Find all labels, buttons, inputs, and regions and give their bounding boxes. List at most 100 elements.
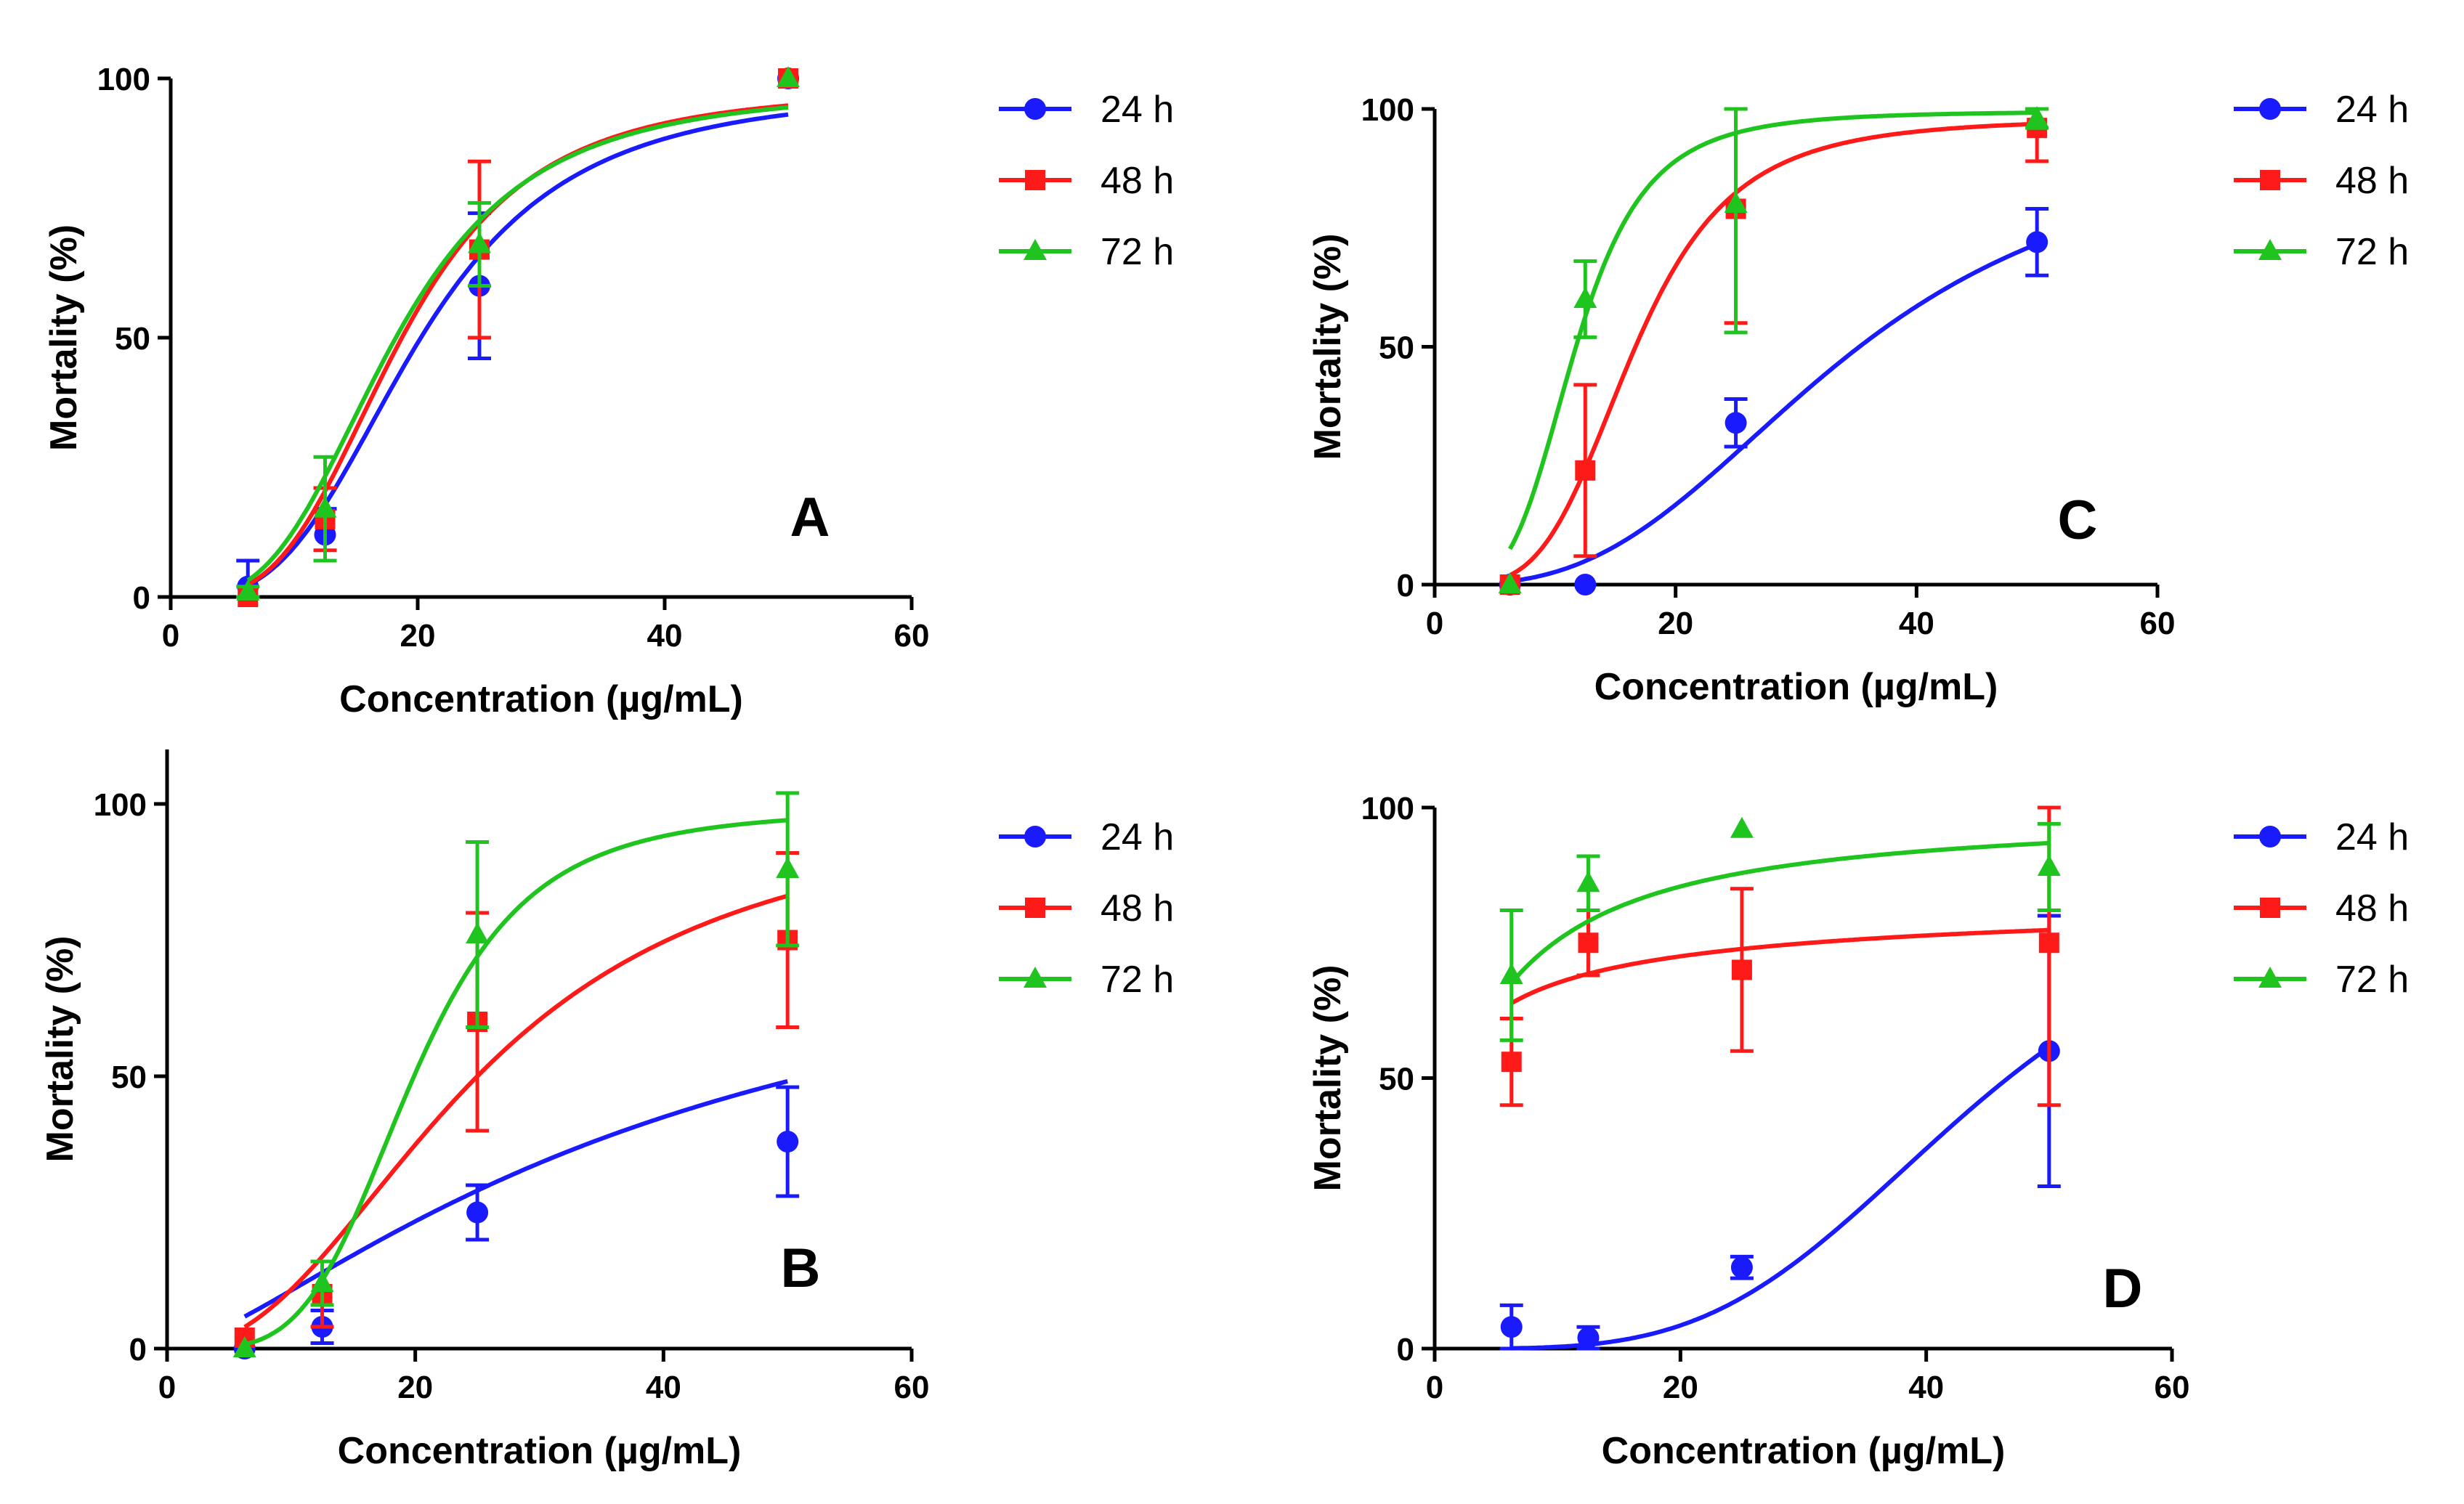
series-24-h — [233, 1078, 800, 1359]
legend-label: 72 h — [2335, 959, 2409, 1001]
fit-curve-72-h — [1509, 840, 2049, 985]
series-24-h — [1499, 914, 2061, 1351]
x-tick-label: 0 — [1426, 606, 1443, 641]
legend-marker — [1024, 239, 1047, 260]
legend: 24 h 48 h 72 h — [999, 89, 1174, 273]
legend-label: 24 h — [1101, 89, 1174, 131]
series-48-h — [1499, 107, 2049, 595]
fit-curve-72-h — [1507, 110, 2038, 550]
legend-item-48-h: 48 h — [999, 887, 1174, 930]
x-tick-label: 40 — [646, 1370, 681, 1405]
data-point — [1574, 574, 1597, 595]
panel-a: 0 20 40 60 0 50 100 Concentration (µg/mL) Mortal… — [43, 62, 1174, 720]
x-tick-label: 0 — [1426, 1370, 1443, 1405]
series-72-h — [232, 791, 800, 1357]
fit-curve-72-h — [246, 105, 789, 582]
y-tick-label: 100 — [94, 787, 147, 823]
x-axis-title: Concentration (µg/mL) — [338, 1430, 742, 1472]
data-point — [466, 922, 490, 943]
series-24-h — [1499, 207, 2049, 595]
data-point — [1575, 460, 1596, 481]
x-tick-label: 40 — [1908, 1370, 1944, 1405]
data-point — [1578, 932, 1599, 954]
legend-marker — [2259, 98, 2281, 120]
data-point — [777, 66, 800, 87]
legend-item-72-h: 72 h — [999, 959, 1174, 1001]
x-tick-label: 0 — [158, 1370, 176, 1405]
legend: 24 h 48 h 72 h — [2234, 816, 2409, 1001]
legend-marker — [1024, 826, 1046, 847]
legend-label: 48 h — [2335, 887, 2409, 930]
legend-label: 48 h — [1101, 160, 1174, 202]
x-tick-label: 20 — [400, 618, 436, 654]
legend-label: 72 h — [1101, 231, 1174, 273]
x-tick-label: 40 — [1899, 606, 1934, 641]
fit-curve-24-h — [1509, 242, 2038, 584]
legend-label: 24 h — [2335, 89, 2409, 131]
legend-marker — [1024, 967, 1047, 988]
fit-curve-48-h — [1509, 121, 2038, 577]
y-tick-label: 0 — [133, 580, 150, 616]
x-tick-label: 40 — [647, 618, 683, 654]
y-tick-label: 50 — [111, 1060, 147, 1095]
x-axis-title: Concentration (µg/mL) — [1602, 1430, 2006, 1472]
legend-item-72-h: 72 h — [2234, 959, 2409, 1001]
legend-label: 24 h — [2335, 816, 2409, 858]
data-point — [236, 579, 260, 601]
data-point — [1731, 959, 1752, 980]
legend-label: 72 h — [1101, 959, 1174, 1001]
fit-curve-48-h — [243, 893, 789, 1329]
y-axis-title: Mortality (%) — [1307, 965, 1349, 1192]
y-tick-label: 100 — [97, 62, 150, 97]
x-tick-label: 20 — [397, 1370, 433, 1405]
legend-label: 24 h — [1101, 816, 1174, 858]
x-tick-label: 0 — [162, 618, 179, 654]
data-point — [2025, 106, 2049, 128]
data-point — [1500, 1316, 1523, 1338]
legend-marker — [2258, 239, 2282, 260]
x-tick-label: 60 — [894, 1370, 930, 1405]
x-tick-label: 20 — [1658, 606, 1693, 641]
legend-marker — [2258, 967, 2282, 988]
fit-curve-72-h — [244, 818, 788, 1347]
x-tick-label: 20 — [1663, 1370, 1698, 1405]
panel-letter: B — [781, 1237, 821, 1299]
y-axis-title: Mortality (%) — [43, 224, 85, 451]
legend-item-72-h: 72 h — [999, 231, 1174, 273]
y-tick-label: 50 — [1379, 330, 1414, 366]
data-point — [1498, 572, 1522, 593]
legend-item-24-h: 24 h — [2234, 89, 2409, 131]
panel-letter: C — [2058, 489, 2098, 551]
data-point — [310, 1271, 334, 1292]
legend-item-24-h: 24 h — [999, 816, 1174, 858]
y-axis-title: Mortality (%) — [39, 936, 81, 1163]
legend-item-48-h: 48 h — [2234, 160, 2409, 202]
x-tick-label: 60 — [894, 618, 930, 654]
data-point — [313, 496, 337, 518]
fit-curve-48-h — [1510, 927, 2049, 1006]
panel-b: 0 20 40 60 0 50 100 Concentration (µg/mL) Mortal… — [39, 749, 1174, 1472]
data-point — [2026, 231, 2048, 253]
y-tick-label: 50 — [115, 321, 150, 357]
y-tick-label: 0 — [1397, 1332, 1414, 1367]
panel-d: 0 20 40 60 0 50 100 Concentration (µg/mL) Mortal… — [1307, 791, 2409, 1472]
series-48-h — [238, 68, 798, 607]
legend-item-24-h: 24 h — [2234, 816, 2409, 858]
data-point — [1577, 1327, 1600, 1349]
series-72-h — [236, 66, 800, 601]
data-point — [1724, 192, 1748, 213]
legend-label: 48 h — [2335, 160, 2409, 202]
data-point — [1730, 1256, 1753, 1279]
series-72-h — [1499, 816, 2061, 1042]
legend-item-48-h: 48 h — [999, 160, 1174, 202]
panel-letter: A — [790, 487, 830, 548]
data-point — [232, 1336, 256, 1357]
panel-letter: D — [2103, 1258, 2143, 1320]
data-point — [468, 232, 491, 253]
y-tick-label: 50 — [1379, 1062, 1414, 1097]
data-point — [1499, 962, 1523, 984]
data-point — [2038, 932, 2059, 954]
legend: 24 h 48 h 72 h — [999, 816, 1174, 1001]
data-point — [1576, 871, 1600, 893]
